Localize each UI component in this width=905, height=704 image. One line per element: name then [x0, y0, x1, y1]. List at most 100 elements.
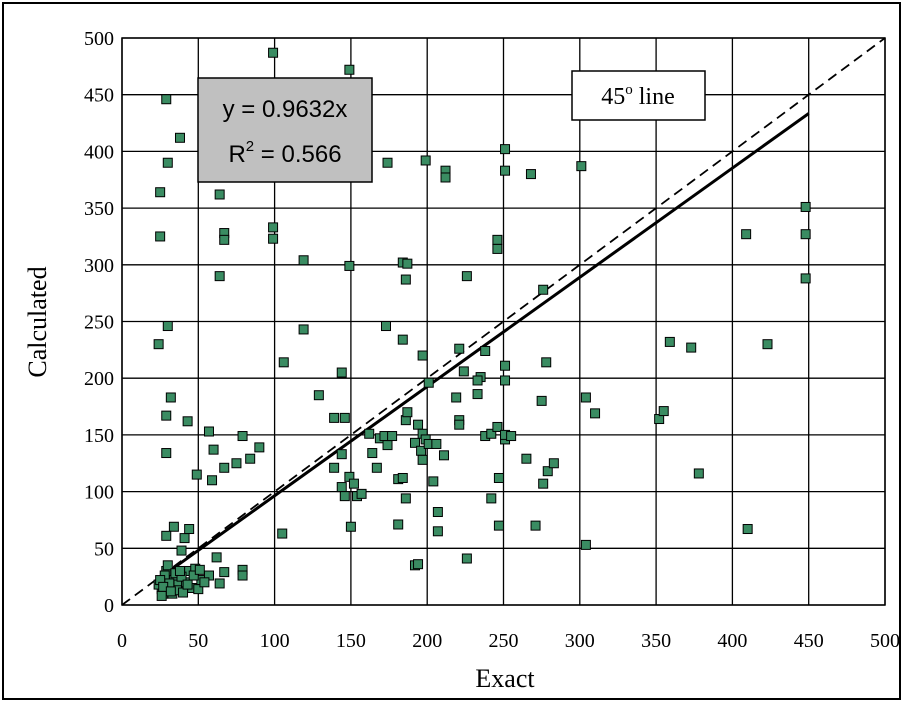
data-point — [214, 271, 225, 282]
x-tick-label: 300 — [565, 630, 595, 652]
data-point — [344, 64, 355, 75]
data-point — [500, 144, 511, 155]
data-point — [438, 450, 449, 461]
data-point — [664, 336, 675, 347]
data-point — [339, 491, 350, 502]
data-point — [538, 284, 549, 295]
data-point — [393, 519, 404, 530]
data-point — [397, 334, 408, 345]
y-tick-label: 50 — [94, 538, 114, 560]
y-tick-label: 300 — [84, 255, 114, 277]
data-point — [500, 360, 511, 371]
reference-45-line — [121, 37, 886, 606]
data-point — [219, 234, 230, 245]
fit-equation: y = 0.9632x — [223, 96, 348, 123]
data-point — [161, 530, 172, 541]
data-point — [417, 454, 428, 465]
data-point — [400, 274, 411, 285]
data-point — [298, 324, 309, 335]
data-point — [219, 462, 230, 473]
y-tick-labels: 0 50 100 150 200 250 300 350 400 450 500 — [84, 28, 114, 617]
data-point — [336, 449, 347, 460]
data-point — [397, 472, 408, 483]
data-point — [492, 234, 503, 245]
x-tick-label: 500 — [870, 630, 900, 652]
data-point — [162, 157, 173, 168]
data-point — [590, 408, 601, 419]
data-point — [486, 428, 497, 439]
data-point — [182, 416, 193, 427]
data-point — [538, 478, 549, 489]
data-point — [348, 478, 359, 489]
data-point — [461, 271, 472, 282]
x-axis-title: Exact — [475, 664, 535, 693]
y-tick-label: 0 — [104, 595, 114, 617]
x-tick-label: 450 — [794, 630, 824, 652]
data-point — [278, 357, 289, 368]
data-point — [536, 395, 547, 406]
data-point — [500, 165, 511, 176]
data-point — [268, 222, 279, 233]
data-point — [461, 553, 472, 564]
data-point — [371, 462, 382, 473]
data-point — [219, 567, 230, 578]
data-point — [203, 426, 214, 437]
data-point — [658, 406, 669, 417]
data-point — [174, 132, 185, 143]
x-tick-label: 150 — [336, 630, 366, 652]
data-point — [440, 172, 451, 183]
data-point — [155, 231, 166, 242]
data-point — [155, 187, 166, 198]
data-point — [188, 570, 199, 581]
x-tick-label: 350 — [641, 630, 671, 652]
data-point — [174, 565, 185, 576]
trendline — [159, 112, 810, 579]
data-point — [194, 564, 205, 575]
data-point — [400, 493, 411, 504]
data-point — [364, 428, 375, 439]
data-point — [382, 157, 393, 168]
data-point — [313, 390, 324, 401]
data-point — [182, 579, 193, 590]
y-axis-title: Calculated — [23, 266, 52, 377]
data-point — [336, 482, 347, 493]
data-point — [339, 412, 350, 423]
data-point — [492, 243, 503, 254]
data-point — [420, 155, 431, 166]
data-point — [161, 410, 172, 421]
data-point — [329, 412, 340, 423]
y-tick-label: 500 — [84, 28, 114, 50]
data-point — [380, 321, 391, 332]
data-point — [451, 392, 462, 403]
data-point — [367, 448, 378, 459]
data-point — [214, 189, 225, 200]
data-point — [423, 377, 434, 388]
data-point — [521, 453, 532, 464]
data-point — [742, 524, 753, 535]
data-point — [268, 47, 279, 58]
equation-box: y = 0.9632x R2 = 0.566 — [197, 77, 373, 183]
data-point — [336, 367, 347, 378]
reference-line-text: 45o line — [601, 82, 675, 110]
data-point — [686, 342, 697, 353]
data-point — [207, 475, 218, 486]
x-tick-labels: 0 50 100 150 200 250 300 350 400 450 500 — [117, 630, 900, 652]
x-tick-label: 0 — [117, 630, 127, 652]
x-tick-label: 250 — [489, 630, 519, 652]
data-point — [184, 524, 195, 535]
data-point — [762, 339, 773, 350]
fit-lines — [121, 37, 886, 606]
data-point — [168, 521, 179, 532]
r-squared: R2 = 0.566 — [228, 138, 341, 168]
data-point — [277, 528, 288, 539]
data-point — [428, 476, 439, 487]
y-tick-label: 450 — [84, 85, 114, 107]
data-point — [525, 169, 536, 180]
data-points — [153, 47, 811, 601]
data-point — [176, 545, 187, 556]
x-tick-label: 200 — [412, 630, 442, 652]
data-point — [530, 520, 541, 531]
y-tick-label: 150 — [84, 425, 114, 447]
data-point — [472, 389, 483, 400]
